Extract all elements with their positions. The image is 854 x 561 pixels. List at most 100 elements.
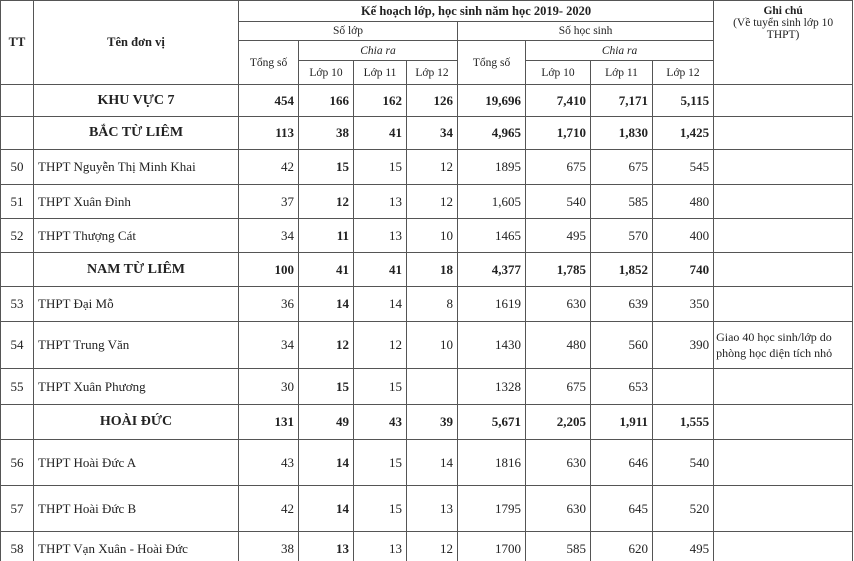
note-cell: [713, 184, 854, 219]
unit-name: THPT Xuân Phương: [33, 368, 239, 405]
unit-name: THPT Hoài Đức B: [33, 485, 239, 532]
number-cell: 15: [353, 439, 407, 486]
note-cell: [713, 286, 854, 322]
note-cell: [713, 252, 854, 287]
number-cell: 12: [406, 149, 458, 185]
number-cell: 585: [525, 531, 591, 561]
unit-name: THPT Xuân Đỉnh: [33, 184, 239, 219]
number-cell: 1328: [457, 368, 526, 405]
number-cell: 36: [238, 286, 299, 322]
unit-name: THPT Nguyễn Thị Minh Khai: [33, 149, 239, 185]
number-cell: 1,710: [525, 116, 591, 150]
grade-header: Lớp 11: [353, 60, 407, 85]
number-cell: 166: [298, 84, 354, 117]
note-header: Ghi chú (Về tuyển sinh lớp 10 THPT): [713, 0, 854, 85]
number-cell: 8: [406, 286, 458, 322]
number-cell: 12: [298, 321, 354, 369]
number-cell: 1430: [457, 321, 526, 369]
grade-header: Lớp 12: [406, 60, 458, 85]
number-cell: 520: [651, 485, 715, 532]
tt-header: TT: [0, 0, 34, 85]
tt-cell: [0, 116, 34, 150]
school-row: 52 THPT Thượng Cát 34 11 13 10 1465 495 570 400: [0, 218, 854, 253]
note-cell: [713, 485, 854, 532]
number-cell: 1816: [457, 439, 526, 486]
table-header: TT Tên đơn vị Kế hoạch lớp, học sinh năm…: [0, 0, 854, 85]
tt-cell: 57: [0, 485, 34, 532]
school-row: 55 THPT Xuân Phương 30 15 15 1328 675 653: [0, 368, 854, 405]
number-cell: 34: [406, 116, 458, 150]
unit-name: THPT Vạn Xuân - Hoài Đức: [33, 531, 239, 561]
note-cell: [713, 531, 854, 561]
number-cell: 131: [238, 404, 299, 440]
number-cell: 14: [298, 439, 354, 486]
number-cell: 585: [590, 184, 653, 219]
number-cell: 15: [353, 485, 407, 532]
number-cell: 12: [406, 184, 458, 219]
number-cell: 5,671: [457, 404, 526, 440]
tt-cell: 55: [0, 368, 34, 405]
number-cell: 14: [298, 485, 354, 532]
number-cell: 7,171: [590, 84, 653, 117]
number-cell: 42: [238, 149, 299, 185]
table-body: KHU VỰC 7 454 166 162 126 19,696 7,410 7,171 5,1…: [0, 84, 854, 561]
number-cell: 653: [590, 368, 653, 405]
tt-cell: 56: [0, 439, 34, 486]
number-cell: 13: [353, 531, 407, 561]
number-cell: 1,852: [590, 252, 653, 287]
number-cell: 1,830: [590, 116, 653, 150]
number-cell: 12: [298, 184, 354, 219]
number-cell: 13: [406, 485, 458, 532]
unit-name: NAM TỪ LIÊM: [33, 252, 239, 287]
number-cell: 162: [353, 84, 407, 117]
number-cell: 4,965: [457, 116, 526, 150]
number-cell: 38: [298, 116, 354, 150]
number-cell: 41: [353, 116, 407, 150]
note-cell: [713, 439, 854, 486]
number-cell: 540: [651, 439, 715, 486]
number-cell: 1,605: [457, 184, 526, 219]
number-cell: 13: [353, 184, 407, 219]
number-cell: 620: [590, 531, 653, 561]
number-cell: 18: [406, 252, 458, 287]
number-cell: 350: [651, 286, 715, 322]
number-cell: [406, 368, 458, 405]
number-cell: 100: [238, 252, 299, 287]
note-cell: [713, 218, 854, 253]
number-cell: [651, 368, 715, 405]
number-cell: 560: [590, 321, 653, 369]
number-cell: 390: [651, 321, 715, 369]
number-cell: 495: [651, 531, 715, 561]
number-cell: 645: [590, 485, 653, 532]
number-cell: 126: [406, 84, 458, 117]
unit-name: KHU VỰC 7: [33, 84, 239, 117]
split-header: Chia ra: [524, 40, 715, 61]
school-row: 51 THPT Xuân Đỉnh 37 12 13 12 1,605 540 585 480: [0, 184, 854, 219]
grade-header: Lớp 11: [590, 60, 653, 85]
unit-name: THPT Hoài Đức A: [33, 439, 239, 486]
number-cell: 639: [590, 286, 653, 322]
school-row: 50 THPT Nguyễn Thị Minh Khai 42 15 15 12 1895 6…: [0, 149, 854, 185]
number-cell: 740: [651, 252, 715, 287]
unit-name: HOÀI ĐỨC: [33, 404, 239, 440]
tt-cell: [0, 252, 34, 287]
note-cell: [713, 368, 854, 405]
number-cell: 30: [238, 368, 299, 405]
number-cell: 1465: [457, 218, 526, 253]
number-cell: 42: [238, 485, 299, 532]
grade-header: Lớp 12: [651, 60, 715, 85]
number-cell: 1619: [457, 286, 526, 322]
group-row: NAM TỪ LIÊM 100 41 41 18 4,377 1,785 1,852 740: [0, 252, 854, 287]
group-row: KHU VỰC 7 454 166 162 126 19,696 7,410 7,171 5,1…: [0, 84, 854, 117]
number-cell: 480: [525, 321, 591, 369]
school-row: 58 THPT Vạn Xuân - Hoài Đức 38 13 13 12 1700 58…: [0, 531, 854, 561]
number-cell: 14: [406, 439, 458, 486]
number-cell: 630: [525, 485, 591, 532]
number-cell: 113: [238, 116, 299, 150]
number-cell: 14: [298, 286, 354, 322]
note-subtitle: (Về tuyển sinh lớp 10 THPT): [733, 17, 834, 41]
number-cell: 1895: [457, 149, 526, 185]
unit-header: Tên đơn vị: [33, 0, 239, 85]
number-cell: 12: [406, 531, 458, 561]
number-cell: 13: [298, 531, 354, 561]
